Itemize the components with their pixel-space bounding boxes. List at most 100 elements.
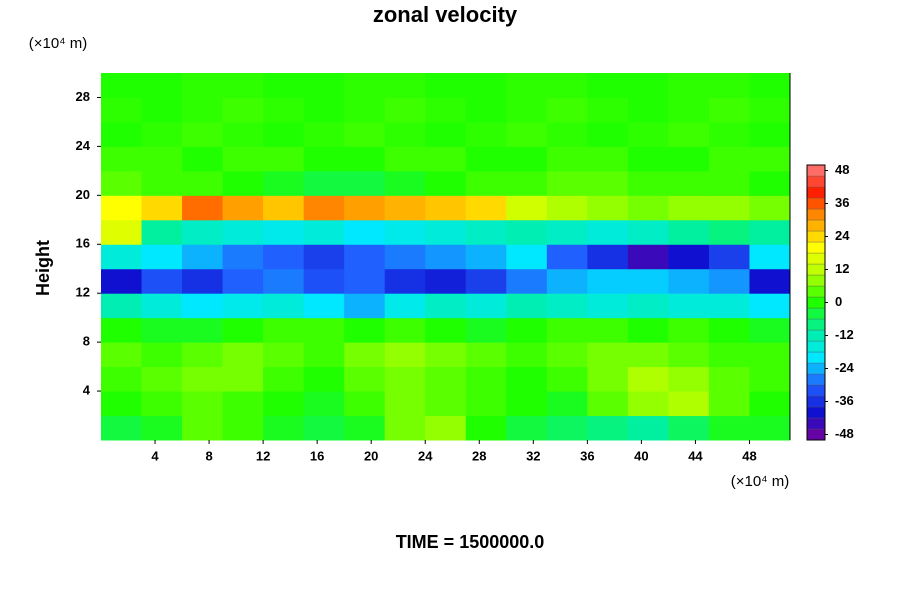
heat-cell: [222, 195, 264, 221]
heat-cell: [425, 121, 467, 147]
heat-cell: [708, 121, 750, 147]
heat-cell: [303, 317, 345, 343]
heat-cell: [668, 391, 710, 417]
heat-cell: [749, 415, 791, 441]
heat-cell: [182, 219, 224, 245]
heat-cell: [101, 121, 143, 147]
heat-cell: [101, 366, 143, 392]
heat-cell: [465, 244, 507, 270]
heat-cell: [384, 317, 426, 343]
heat-cell: [182, 195, 224, 221]
heat-cell: [627, 170, 669, 196]
colorbar-band: [806, 175, 826, 188]
heat-cell: [425, 97, 467, 123]
heat-cell: [344, 244, 386, 270]
heat-cell: [465, 195, 507, 221]
x-tick-label: 16: [310, 448, 324, 463]
heat-cell: [587, 73, 629, 98]
heat-cell: [425, 195, 467, 221]
heat-cell: [587, 415, 629, 441]
heat-cell: [465, 366, 507, 392]
heat-cell: [101, 219, 143, 245]
heat-cell: [222, 415, 264, 441]
heat-cell: [344, 415, 386, 441]
heat-cell: [668, 219, 710, 245]
heat-cell: [465, 170, 507, 196]
heat-cell: [425, 268, 467, 294]
heat-cell: [546, 244, 588, 270]
colorbar-tick-label: -36: [835, 393, 854, 408]
heat-cell: [668, 366, 710, 392]
heat-cell: [546, 97, 588, 123]
colorbar-band: [806, 164, 826, 177]
heat-cell: [101, 244, 143, 270]
heat-cell: [708, 146, 750, 172]
heat-cell: [141, 219, 183, 245]
x-tick-label: 36: [580, 448, 594, 463]
heat-cell: [506, 415, 548, 441]
heat-cell: [587, 195, 629, 221]
heat-cell: [182, 415, 224, 441]
heat-cell: [101, 170, 143, 196]
heat-cell: [668, 195, 710, 221]
y-tick-label: 28: [76, 89, 90, 104]
heat-cell: [303, 219, 345, 245]
heat-cell: [303, 244, 345, 270]
x-tick-label: 20: [364, 448, 378, 463]
heat-cell: [384, 146, 426, 172]
heat-cell: [222, 146, 264, 172]
heat-cell: [506, 121, 548, 147]
heat-cell: [587, 170, 629, 196]
heat-cell: [465, 342, 507, 368]
heat-cell: [425, 244, 467, 270]
heat-cell: [425, 146, 467, 172]
heat-cell: [344, 121, 386, 147]
heat-cell: [263, 195, 305, 221]
heat-cell: [384, 293, 426, 319]
heat-cell: [506, 268, 548, 294]
heat-cell: [263, 293, 305, 319]
heat-cell: [141, 97, 183, 123]
colorbar-band: [806, 307, 826, 320]
heat-cell: [627, 415, 669, 441]
x-tick-label: 48: [742, 448, 756, 463]
colorbar-tick-label: -24: [835, 360, 855, 375]
heat-cell: [263, 415, 305, 441]
heat-cell: [182, 121, 224, 147]
heat-cell: [384, 170, 426, 196]
colorbar-band: [806, 219, 826, 232]
heat-cell: [222, 219, 264, 245]
heat-cell: [506, 391, 548, 417]
colorbar-band: [806, 406, 826, 419]
heat-cell: [506, 342, 548, 368]
heat-cell: [546, 73, 588, 98]
heat-cell: [668, 244, 710, 270]
heat-cell: [141, 195, 183, 221]
heat-cell: [425, 366, 467, 392]
heat-cell: [627, 219, 669, 245]
heat-cell: [506, 97, 548, 123]
heat-cell: [506, 293, 548, 319]
heat-cell: [263, 342, 305, 368]
heat-cell: [303, 391, 345, 417]
heat-cell: [425, 293, 467, 319]
heat-cell: [546, 415, 588, 441]
heat-cell: [141, 244, 183, 270]
heat-cell: [506, 244, 548, 270]
heat-cell: [182, 97, 224, 123]
heat-cell: [141, 366, 183, 392]
colorbar-band: [806, 263, 826, 276]
heat-cell: [141, 146, 183, 172]
heat-cell: [465, 73, 507, 98]
heat-cell: [303, 415, 345, 441]
colorbar-tick-label: 48: [835, 162, 849, 177]
heat-cell: [303, 366, 345, 392]
colorbar-band: [806, 186, 826, 199]
heat-cell: [668, 293, 710, 319]
heat-cell: [587, 293, 629, 319]
heat-cell: [101, 415, 143, 441]
heat-cell: [546, 219, 588, 245]
heat-cell: [749, 244, 791, 270]
heat-cell: [303, 268, 345, 294]
heat-cell: [749, 366, 791, 392]
